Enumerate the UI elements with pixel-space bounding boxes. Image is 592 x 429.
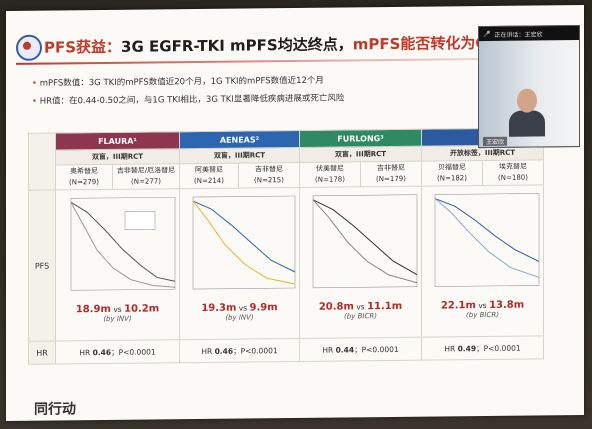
km-curve-flaura: [70, 196, 175, 291]
km-plot-furlong: 20.8m vs 11.1m (by BICR): [299, 186, 422, 339]
hr-aeneas: HR 0.46；P<0.0001: [179, 338, 300, 363]
corner-cell: [28, 133, 56, 191]
arm-cell: 埃克替尼 (N=180): [482, 159, 544, 186]
arm-cell: 阿美替尼 (N=214): [179, 163, 239, 189]
median-arm2: 9.9m: [249, 302, 278, 314]
assessment-note: (by INV): [225, 313, 254, 322]
arm-label: 贝福替尼: [438, 163, 466, 172]
design-furlong: 双盲，III期RCT: [299, 146, 422, 163]
video-topbar: 🎤 正在讲话：王宏欣: [479, 26, 579, 42]
presentation-slide: PFS获益：3G EGFR-TKI mPFS均达终点，mPFS能否转化为OS m…: [6, 4, 584, 422]
hr-label: HR: [79, 347, 91, 357]
hr-label: HR: [322, 345, 334, 355]
km-plot-flaura: 18.9m vs 10.2m (by INV): [55, 188, 180, 342]
slide-title: PFS获益：3G EGFR-TKI mPFS均达终点，mPFS能否转化为OS: [44, 32, 499, 58]
arm-cell: 奥希替尼 (N=279): [55, 164, 113, 191]
arm-n: (N=180): [498, 173, 528, 182]
arm-cell: 贝福替尼 (N=182): [421, 160, 483, 187]
trial-header-furlong: FURLONG³: [299, 129, 422, 148]
assessment-note: (by BICR): [466, 310, 499, 320]
arm-label: 吉非替尼: [377, 163, 405, 173]
hr-label: HR: [201, 346, 213, 356]
p-value: ；P<0.0001: [476, 343, 521, 353]
row-label-hr: HR: [28, 341, 56, 365]
video-call-window[interactable]: 🎤 正在讲话：王宏欣 王宏欣: [478, 25, 580, 149]
arm-n: (N=179): [376, 174, 406, 184]
presenter-body: [509, 110, 545, 137]
hr-label: HR: [444, 343, 456, 353]
trial-header-aeneas: AENEAS²: [179, 130, 300, 149]
design-aeneas: 双盲，III期RCT: [179, 147, 300, 164]
arm-n: (N=178): [315, 175, 345, 184]
arm-n: (N=277): [131, 177, 161, 186]
society-logo-icon: [16, 34, 42, 61]
presenter-avatar: [509, 88, 545, 137]
vs-text: vs: [478, 300, 487, 311]
title-prefix: PFS获益：: [44, 37, 122, 57]
arm-cell: 吉非替尼/厄洛替尼 (N=277): [112, 163, 180, 190]
arm-label: 伏美替尼: [316, 164, 344, 173]
arm-n: (N=214): [194, 176, 224, 186]
vs-text: vs: [356, 302, 365, 312]
median-arm2: 11.1m: [367, 300, 403, 313]
km-plot-fourth: 22.1m vs 13.8m (by BICR): [421, 184, 544, 338]
presenter-name: 王宏欣: [483, 136, 508, 147]
p-value: ；P<0.0001: [111, 346, 156, 357]
arm-label: 吉非替尼: [255, 165, 283, 174]
bullet-hr: HR值：在0.44-0.50之间，与1G TKI相比，3G TKI显著降低疾病进…: [32, 89, 345, 110]
presenter-head: [517, 88, 537, 113]
bullet-list: mPFS数值：3G TKI的mPFS数值近20个月，1G TKI的mPFS数值近…: [32, 71, 345, 110]
arm-cell: 伏美替尼 (N=178): [299, 161, 361, 188]
trial-comparison-table: FLAURA¹ AENEAS² FURLONG³ 双盲，III期RCT 双盲，I…: [28, 127, 544, 365]
assessment-note: (by INV): [103, 314, 132, 324]
median-arm1: 18.9m: [75, 303, 111, 316]
arm-label: 奥希替尼: [70, 167, 98, 176]
assessment-note: (by BICR): [344, 312, 377, 321]
hr-value: 0.49: [457, 343, 477, 353]
arm-label: 阿美替尼: [195, 165, 223, 175]
p-value: ；P<0.0001: [354, 344, 399, 354]
design-flaura: 双盲，III期RCT: [55, 148, 180, 166]
arm-n: (N=279): [69, 178, 99, 187]
hr-value: 0.46: [92, 347, 112, 357]
title-main: 3G EGFR-TKI mPFS均达终点，: [121, 35, 353, 56]
arm-n: (N=182): [437, 174, 467, 183]
mic-icon: 🎤: [483, 30, 491, 38]
median-arm1: 20.8m: [318, 301, 354, 313]
km-curve-fourth: [434, 193, 539, 287]
hr-fourth: HR 0.49；P<0.0001: [421, 335, 544, 361]
vs-text: vs: [238, 303, 248, 313]
arm-label: 埃克替尼: [499, 162, 527, 171]
arm-label: 吉非替尼/厄洛替尼: [116, 166, 176, 175]
km-curve-furlong: [312, 194, 417, 289]
km-curve-aeneas: [192, 195, 295, 290]
p-value: ；P<0.0001: [233, 345, 278, 356]
hr-value: 0.46: [214, 346, 234, 356]
median-arm2: 10.2m: [124, 303, 160, 315]
arm-cell: 吉非替尼 (N=215): [238, 162, 300, 189]
trial-header-flaura: FLAURA¹: [55, 131, 180, 151]
hr-flaura: HR 0.46；P<0.0001: [55, 339, 180, 365]
speaker-label: 正在讲话：王宏欣: [494, 30, 543, 39]
km-plot-aeneas: 19.3m vs 9.9m (by INV): [179, 187, 300, 340]
arm-n: (N=215): [254, 176, 284, 185]
arm-cell: 吉非替尼 (N=179): [360, 161, 422, 187]
median-arm1: 19.3m: [201, 302, 237, 314]
brand-logo: 同行动: [34, 401, 76, 418]
row-label-pfs: PFS: [28, 190, 56, 342]
hr-value: 0.44: [335, 344, 355, 355]
hr-furlong: HR 0.44；P<0.0001: [299, 337, 422, 362]
vs-text: vs: [113, 304, 122, 314]
median-arm2: 13.8m: [489, 299, 525, 311]
median-arm1: 22.1m: [440, 300, 476, 312]
